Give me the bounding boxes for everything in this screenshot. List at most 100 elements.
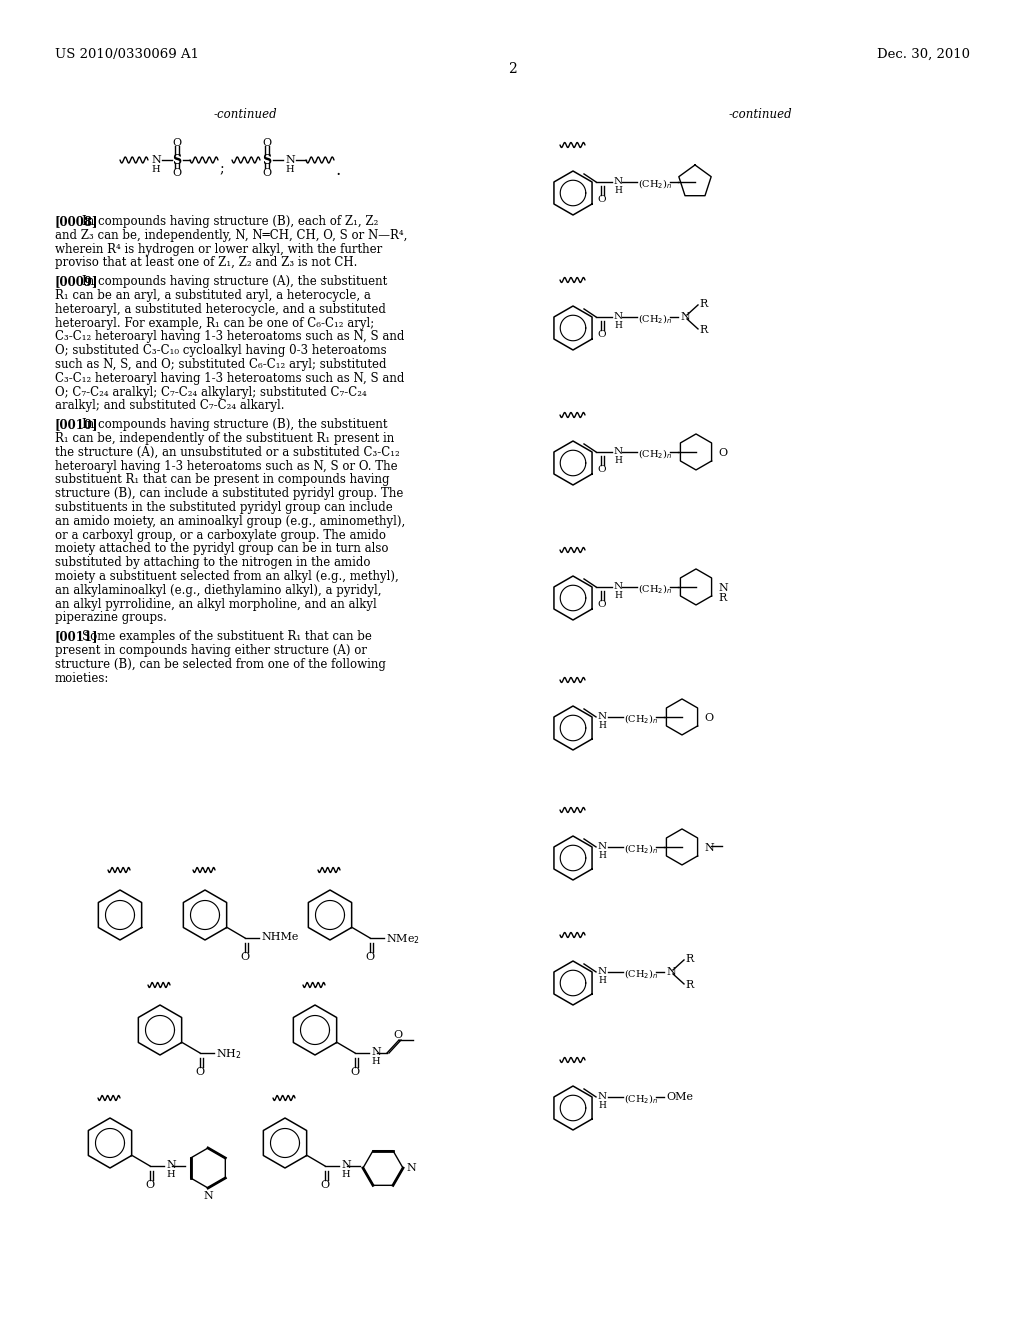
Text: O: O (262, 168, 271, 178)
Text: OMe: OMe (666, 1092, 693, 1102)
Text: In compounds having structure (A), the substituent: In compounds having structure (A), the s… (83, 275, 388, 288)
Text: .: . (336, 162, 341, 180)
Text: H: H (598, 1101, 606, 1110)
Text: N: N (406, 1163, 416, 1173)
Text: O: O (145, 1180, 155, 1191)
Text: structure (B), can include a substituted pyridyl group. The: structure (B), can include a substituted… (55, 487, 403, 500)
Text: H: H (152, 165, 161, 174)
Text: or a carboxyl group, or a carboxylate group. The amido: or a carboxyl group, or a carboxylate gr… (55, 528, 386, 541)
Text: present in compounds having either structure (A) or: present in compounds having either struc… (55, 644, 367, 657)
Text: N: N (598, 842, 607, 851)
Text: H: H (598, 721, 606, 730)
Text: O: O (196, 1067, 205, 1077)
Text: R: R (685, 979, 693, 990)
Text: [0009]: [0009] (55, 275, 98, 288)
Text: NH$_2$: NH$_2$ (216, 1047, 242, 1061)
Text: substituted by attaching to the nitrogen in the amido: substituted by attaching to the nitrogen… (55, 556, 371, 569)
Text: US 2010/0330069 A1: US 2010/0330069 A1 (55, 48, 199, 61)
Text: H: H (614, 186, 622, 195)
Text: an alkyl pyrrolidine, an alkyl morpholine, and an alkyl: an alkyl pyrrolidine, an alkyl morpholin… (55, 598, 377, 611)
Text: [0008]: [0008] (55, 215, 98, 228)
Text: N: N (285, 154, 295, 165)
Text: H: H (371, 1057, 380, 1067)
Text: heteroaryl, a substituted heterocycle, and a substituted: heteroaryl, a substituted heterocycle, a… (55, 302, 386, 315)
Text: N: N (166, 1160, 176, 1170)
Text: (CH$_2$)$_n$: (CH$_2$)$_n$ (624, 968, 658, 981)
Text: -continued: -continued (728, 108, 792, 121)
Text: O: O (705, 713, 713, 723)
Text: R: R (699, 325, 708, 335)
Text: H: H (598, 851, 606, 859)
Text: (CH$_2$)$_n$: (CH$_2$)$_n$ (638, 177, 672, 190)
Text: O: O (598, 601, 606, 609)
Text: S: S (262, 154, 271, 168)
Text: the structure (A), an unsubstituted or a substituted C₃-C₁₂: the structure (A), an unsubstituted or a… (55, 446, 399, 459)
Text: H: H (598, 975, 606, 985)
Text: H: H (614, 321, 622, 330)
Text: N: N (598, 968, 607, 975)
Text: O: O (172, 168, 181, 178)
Text: H: H (166, 1170, 175, 1179)
Text: substituent R₁ that can be present in compounds having: substituent R₁ that can be present in co… (55, 474, 389, 486)
Text: C₃-C₁₂ heteroaryl having 1-3 heteroatoms such as N, S and: C₃-C₁₂ heteroaryl having 1-3 heteroatoms… (55, 330, 404, 343)
Text: H: H (614, 591, 622, 601)
Text: N: N (152, 154, 161, 165)
Text: Dec. 30, 2010: Dec. 30, 2010 (877, 48, 970, 61)
Text: (CH$_2$)$_n$: (CH$_2$)$_n$ (638, 447, 672, 461)
Text: O: O (350, 1067, 359, 1077)
Text: heteroaryl having 1-3 heteroatoms such as N, S or O. The: heteroaryl having 1-3 heteroatoms such a… (55, 459, 397, 473)
Text: heteroaryl. For example, R₁ can be one of C₆-C₁₂ aryl;: heteroaryl. For example, R₁ can be one o… (55, 317, 374, 330)
Text: N: N (614, 447, 624, 455)
Text: wherein R⁴ is hydrogen or lower alkyl, with the further: wherein R⁴ is hydrogen or lower alkyl, w… (55, 243, 382, 256)
Text: O: O (393, 1030, 402, 1040)
Text: N: N (614, 312, 624, 321)
Text: O; substituted C₃-C₁₀ cycloalkyl having 0-3 heteroatoms: O; substituted C₃-C₁₀ cycloalkyl having … (55, 345, 387, 358)
Text: O: O (172, 139, 181, 148)
Text: proviso that at least one of Z₁, Z₂ and Z₃ is not CH.: proviso that at least one of Z₁, Z₂ and … (55, 256, 357, 269)
Text: such as N, S, and O; substituted C₆-C₁₂ aryl; substituted: such as N, S, and O; substituted C₆-C₁₂ … (55, 358, 386, 371)
Text: structure (B), can be selected from one of the following: structure (B), can be selected from one … (55, 657, 386, 671)
Text: (CH$_2$)$_n$: (CH$_2$)$_n$ (624, 711, 658, 726)
Text: In compounds having structure (B), the substituent: In compounds having structure (B), the s… (83, 418, 388, 432)
Text: an amido moiety, an aminoalkyl group (e.g., aminomethyl),: an amido moiety, an aminoalkyl group (e.… (55, 515, 406, 528)
Text: O: O (718, 447, 727, 458)
Text: NHMe: NHMe (261, 932, 298, 942)
Text: (CH$_2$)$_n$: (CH$_2$)$_n$ (638, 582, 672, 595)
Text: In compounds having structure (B), each of Z₁, Z₂: In compounds having structure (B), each … (83, 215, 379, 228)
Text: an alkylaminoalkyl (e.g., diethylamino alkyl), a pyridyl,: an alkylaminoalkyl (e.g., diethylamino a… (55, 583, 382, 597)
Text: piperazine groups.: piperazine groups. (55, 611, 167, 624)
Text: R: R (699, 298, 708, 309)
Text: moiety a substituent selected from an alkyl (e.g., methyl),: moiety a substituent selected from an al… (55, 570, 398, 583)
Text: H: H (614, 455, 622, 465)
Text: aralkyl; and substituted C₇-C₂₄ alkaryl.: aralkyl; and substituted C₇-C₂₄ alkaryl. (55, 400, 285, 412)
Text: H: H (341, 1170, 349, 1179)
Text: substituents in the substituted pyridyl group can include: substituents in the substituted pyridyl … (55, 502, 393, 513)
Text: (CH$_2$)$_n$: (CH$_2$)$_n$ (638, 312, 672, 326)
Text: O: O (598, 330, 606, 339)
Text: H: H (286, 165, 294, 174)
Text: N: N (598, 1092, 607, 1101)
Text: 2: 2 (508, 62, 516, 77)
Text: N: N (705, 843, 714, 853)
Text: N: N (680, 312, 690, 322)
Text: moieties:: moieties: (55, 672, 110, 685)
Text: [0010]: [0010] (55, 418, 98, 432)
Text: R₁ can be, independently of the substituent R₁ present in: R₁ can be, independently of the substitu… (55, 432, 394, 445)
Text: O: O (598, 465, 606, 474)
Text: ;: ; (220, 162, 224, 176)
Text: (CH$_2$)$_n$: (CH$_2$)$_n$ (624, 842, 658, 855)
Text: O: O (262, 139, 271, 148)
Text: O; C₇-C₂₄ aralkyl; C₇-C₂₄ alkylaryl; substituted C₇-C₂₄: O; C₇-C₂₄ aralkyl; C₇-C₂₄ alkylaryl; sub… (55, 385, 367, 399)
Text: N: N (666, 968, 676, 977)
Text: R: R (685, 954, 693, 964)
Text: O: O (241, 952, 250, 962)
Text: N: N (341, 1160, 351, 1170)
Text: R₁ can be an aryl, a substituted aryl, a heterocycle, a: R₁ can be an aryl, a substituted aryl, a… (55, 289, 371, 302)
Text: N: N (614, 582, 624, 591)
Text: NMe$_2$: NMe$_2$ (386, 932, 420, 946)
Text: R: R (718, 593, 726, 603)
Text: S: S (172, 154, 181, 168)
Text: N: N (718, 583, 728, 593)
Text: N: N (614, 177, 624, 186)
Text: O: O (366, 952, 375, 962)
